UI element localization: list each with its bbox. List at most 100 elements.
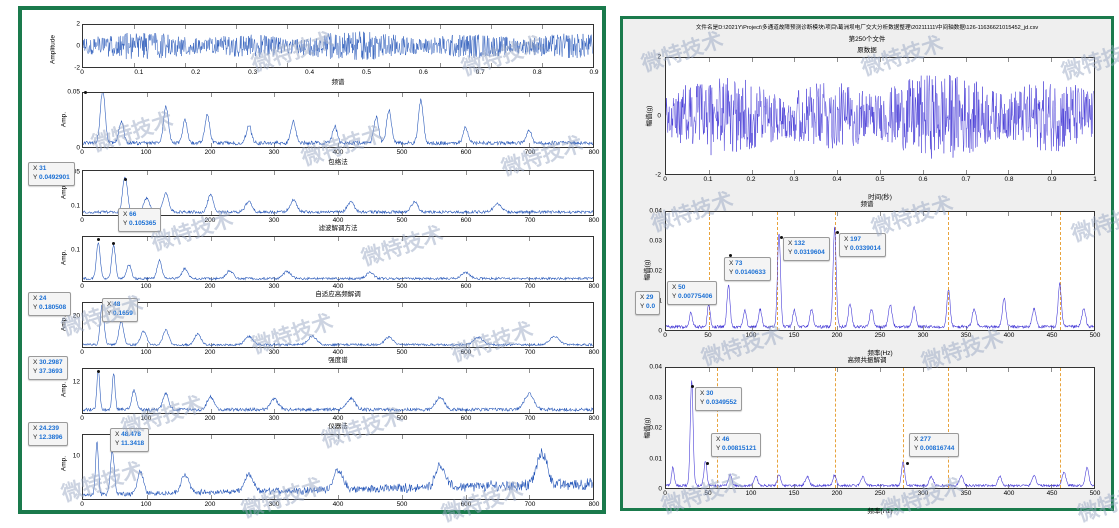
x-tick: 800 <box>588 501 600 508</box>
left-datatip-2-x: 66 <box>129 211 137 218</box>
left-datatip-7[interactable]: X 48.478 Y 11.3418 <box>110 428 150 452</box>
right-ytick-1-2: 2 <box>657 53 661 61</box>
x-tick: 600 <box>460 217 472 224</box>
right-datatip-50-x: 50 <box>678 284 686 291</box>
x-tick: 700 <box>524 217 536 224</box>
left-ytick-4-0: 0.1 <box>70 246 80 254</box>
right-header-fileindex: 第250个文件 <box>848 36 886 43</box>
x-tick: 600 <box>460 501 472 508</box>
x-tick: 200 <box>204 501 216 508</box>
frequency-marker-line <box>834 368 836 488</box>
right-subplot-hf-demod[interactable] <box>665 367 1095 489</box>
right-tip-dot-132 <box>780 236 783 239</box>
x-tick: 0 <box>80 69 84 76</box>
x-tick: 0 <box>80 283 84 290</box>
x-tick: 400 <box>332 217 344 224</box>
x-tick: 300 <box>268 501 280 508</box>
right-tip-dot-30 <box>691 385 694 388</box>
x-tick: 600 <box>460 415 472 422</box>
frequency-marker-line <box>1059 368 1061 488</box>
right-ytick-1-0: -2 <box>655 171 661 179</box>
x-tick: 0 <box>80 349 84 356</box>
x-tick: 400 <box>332 415 344 422</box>
x-tick: 500 <box>396 149 408 156</box>
right-datatip-73[interactable]: X 73 Y 0.0140633 <box>724 257 771 281</box>
right-tip-dot-73 <box>729 254 732 257</box>
x-tick: 0 <box>80 415 84 422</box>
x-tick: 50 <box>704 332 712 339</box>
left-datatip-3[interactable]: X 24 Y 0.180508 <box>28 292 72 316</box>
left-subplot-adaptive-demod[interactable] <box>82 236 594 282</box>
x-tick: 800 <box>588 415 600 422</box>
left-ytick-1-2: 2 <box>76 20 80 28</box>
x-tick: 200 <box>204 217 216 224</box>
y-tick: 0 <box>658 485 662 493</box>
left-xlabel-3: 滤波解调方法 <box>318 225 358 232</box>
x-tick: 0.7 <box>961 176 971 183</box>
left-xlabel-4: 自适应高频解调 <box>315 291 361 298</box>
right-subplot-raw-data[interactable] <box>665 57 1095 175</box>
right-xlabel-3: 频率(Hz) <box>867 508 893 515</box>
left-ytick-6-1: 12 <box>72 378 80 386</box>
right-datatip-46[interactable]: X 46 Y 0.00815121 <box>711 433 762 457</box>
left-subplot-filter-demod[interactable] <box>82 170 594 216</box>
x-tick: 400 <box>332 149 344 156</box>
x-tick: 500 <box>1089 332 1101 339</box>
right-datatip-132[interactable]: X 132 Y 0.0319604 <box>783 237 830 261</box>
x-tick: 0.1 <box>703 176 713 183</box>
x-tick: 800 <box>588 149 600 156</box>
x-tick: 1 <box>1093 176 1097 183</box>
x-tick: 700 <box>524 283 536 290</box>
right-datatip-46-y: 0.00815121 <box>722 444 757 452</box>
right-datatip-50-y: 0.00775406 <box>678 292 713 300</box>
left-datatip-5[interactable]: X 30.2987 Y 37.3693 <box>28 356 68 380</box>
x-tick: 0.9 <box>1047 176 1057 183</box>
left-datatip-6-x: 24.239 <box>39 425 60 432</box>
frequency-marker-line <box>903 368 905 488</box>
y-tick: 0.03 <box>649 237 662 245</box>
frequency-marker-line <box>1059 212 1061 330</box>
left-tip-dot-2 <box>124 178 127 181</box>
x-tick: 400 <box>332 283 344 290</box>
left-ytick-1-1: 0 <box>76 42 80 50</box>
right-figure-canvas: 文件名是D:\2021Y\Project\多通道故障预测诊断模块\项目\葛洲坝电… <box>623 19 1111 515</box>
right-datatip-29[interactable]: X 29 Y 0.0 <box>635 291 661 315</box>
right-datatip-277-x: 277 <box>920 436 932 443</box>
left-ylabel-4: Amp. <box>60 249 68 266</box>
x-tick: 500 <box>396 217 408 224</box>
left-ytick-5-0: 20 <box>72 312 80 320</box>
left-xlabel-5: 强度谱 <box>328 357 348 364</box>
left-datatip-4[interactable]: X 48 Y 0.1659 <box>102 298 138 322</box>
frequency-marker-line <box>708 212 710 330</box>
left-subplot-final[interactable] <box>82 368 594 414</box>
left-tip-dot-1 <box>84 91 87 94</box>
left-datatip-6[interactable]: X 24.239 Y 12.3896 <box>28 422 68 446</box>
left-datatip-2[interactable]: X 66 Y 0.105365 <box>118 208 162 232</box>
left-subplot-extra[interactable] <box>82 434 594 500</box>
right-datatip-277[interactable]: X 277 Y 0.00816744 <box>909 433 960 457</box>
x-tick: 0 <box>663 490 667 497</box>
right-datatip-30[interactable]: X 30 Y 0.0349552 <box>695 387 742 411</box>
x-tick: 300 <box>268 415 280 422</box>
frequency-marker-line <box>777 212 779 330</box>
x-tick: 200 <box>831 332 843 339</box>
x-tick: 200 <box>204 283 216 290</box>
right-tip-dot-46 <box>706 462 709 465</box>
right-datatip-50[interactable]: X 50 Y 0.00775406 <box>667 281 718 305</box>
right-subplot-title-raw: 原数据 <box>857 47 877 54</box>
left-datatip-6-y: 12.3896 <box>39 433 63 441</box>
x-tick: 300 <box>268 349 280 356</box>
x-tick: 500 <box>396 501 408 508</box>
left-xlabel-2: 包络法 <box>328 159 348 166</box>
right-datatip-197[interactable]: X 197 Y 0.0339014 <box>839 233 886 257</box>
x-tick: 0 <box>80 149 84 156</box>
y-tick: 0.04 <box>649 207 662 215</box>
x-tick: 350 <box>960 332 972 339</box>
left-ylabel-1: Amplitude <box>49 35 57 64</box>
left-subplot-envelope[interactable] <box>82 92 594 148</box>
left-subplot-intensity[interactable] <box>82 302 594 348</box>
left-subplot-time-waveform[interactable] <box>82 24 594 68</box>
left-datatip-1[interactable]: X 31 Y 0.0492901 <box>28 162 75 186</box>
left-datatip-7-y: 11.3418 <box>121 439 145 447</box>
